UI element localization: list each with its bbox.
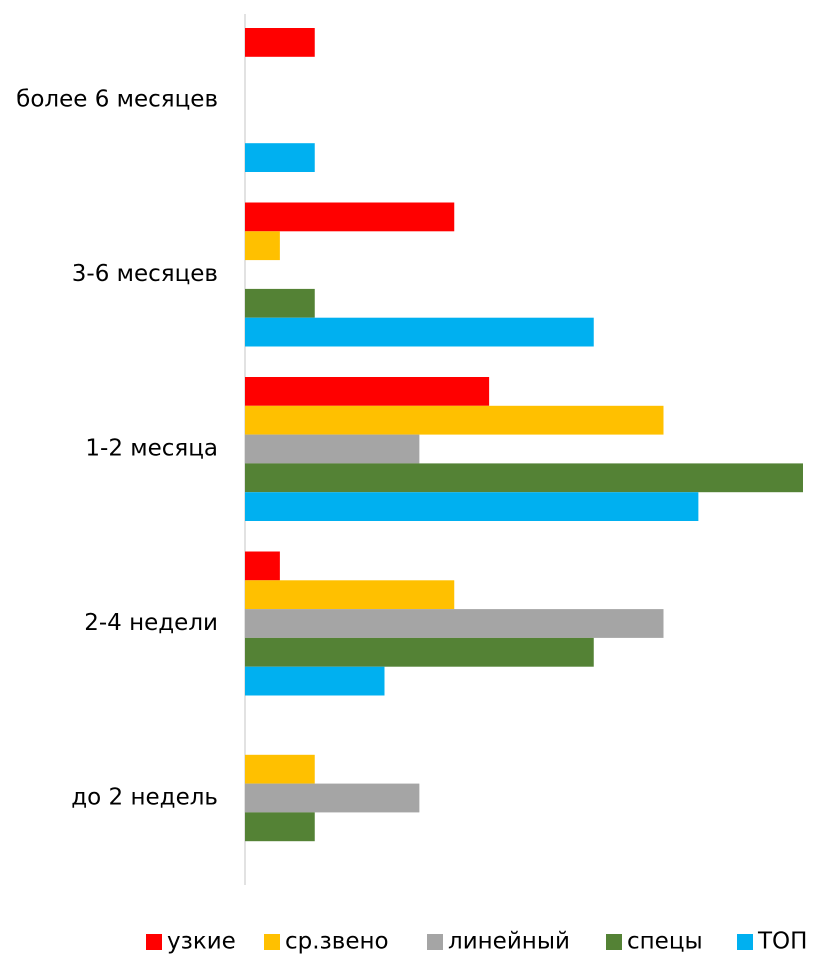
- bar-линейный-1-2-месяца: [245, 434, 420, 464]
- legend-item-топ: ТОП: [737, 929, 807, 955]
- legend-label: линейный: [448, 929, 570, 955]
- category-label: до 2 недель: [71, 785, 218, 811]
- bar-ср-звено-3-6-месяцев: [245, 231, 280, 261]
- legend-swatch: [427, 934, 443, 950]
- bar-спецы-1-2-месяца: [245, 463, 803, 493]
- bar-линейный-2-4-недели: [245, 609, 664, 638]
- bar-спецы-3-6-месяцев: [245, 288, 315, 318]
- category-label: 1-2 месяца: [85, 436, 218, 462]
- bar-линейный-до-2-недель: [245, 783, 420, 813]
- bars-group: [245, 28, 803, 842]
- legend-label: ср.звено: [285, 929, 389, 955]
- category-label: 2-4 недели: [84, 610, 218, 636]
- category-labels: более 6 месяцев 3-6 месяцев 1-2 месяца 2-4 …: [16, 87, 218, 811]
- bar-ср-звено-2-4-недели: [245, 580, 455, 610]
- bar-топ-1-2-месяца: [245, 492, 699, 521]
- bar-спецы-2-4-недели: [245, 637, 594, 667]
- legend-swatch: [264, 934, 280, 950]
- category-label: 3-6 месяцев: [72, 261, 218, 287]
- bar-ср-звено-до-2-недель: [245, 754, 315, 784]
- legend-item-ср-звено: ср.звено: [264, 929, 389, 955]
- legend-label: спецы: [627, 929, 703, 955]
- legend-item-линейный: линейный: [427, 929, 570, 955]
- bar-топ-3-6-месяцев: [245, 317, 594, 347]
- bar-топ-2-4-недели: [245, 666, 385, 696]
- legend-label: узкие: [167, 929, 236, 955]
- bar-узкие-1-2-месяца: [245, 377, 490, 406]
- legend-swatch: [606, 934, 622, 950]
- bar-узкие-2-4-недели: [245, 551, 280, 581]
- legend-swatch: [737, 934, 753, 950]
- bar-спецы-до-2-недель: [245, 812, 315, 842]
- bar-ср-звено-1-2-месяца: [245, 405, 664, 435]
- bar-узкие-более-6-месяцев: [245, 28, 315, 57]
- legend-swatch: [146, 934, 162, 950]
- legend-label: ТОП: [757, 929, 807, 955]
- legend-item-спецы: спецы: [606, 929, 703, 955]
- category-label: более 6 месяцев: [16, 87, 218, 113]
- legend-item-узкие: узкие: [146, 929, 236, 955]
- legend: узкие ср.звено линейный спецы ТОП: [146, 929, 807, 955]
- bar-топ-более-6-месяцев: [245, 143, 315, 172]
- bar-узкие-3-6-месяцев: [245, 202, 455, 232]
